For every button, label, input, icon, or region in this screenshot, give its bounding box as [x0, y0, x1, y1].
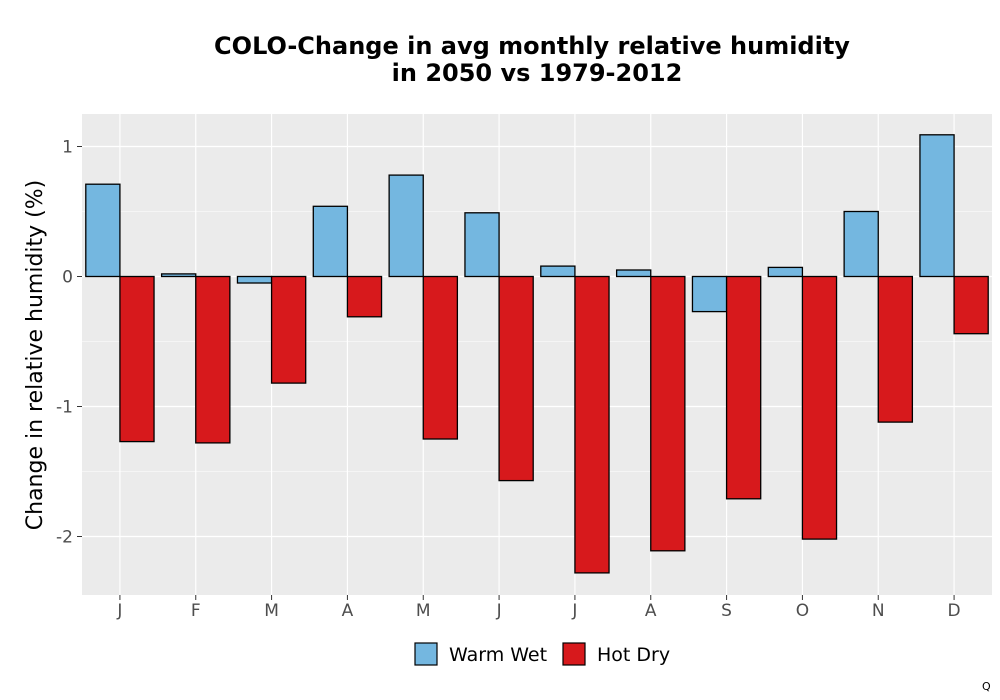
x-tick-label: S [721, 601, 732, 621]
bar-warm-wet [843, 210, 879, 278]
bar-warm-wet [767, 266, 804, 278]
chart-title-line-1: COLO-Change in avg monthly relative humi… [214, 32, 850, 60]
y-tick-label: -1 [56, 398, 73, 418]
bar-hot-dry [195, 275, 231, 444]
x-tick-label: J [116, 601, 122, 621]
y-axis: 1 0 -1 -2 [56, 138, 82, 548]
bar-warm-wet [160, 273, 197, 278]
bar-hot-dry [650, 275, 686, 552]
y-tick-label: 0 [62, 268, 73, 288]
bar-hot-dry [877, 275, 914, 423]
x-tick-label: M [264, 601, 279, 621]
bar-warm-wet [691, 275, 728, 313]
legend-key-warm-wet [414, 642, 438, 666]
x-tick-label: A [645, 601, 657, 621]
x-tick-label: A [342, 601, 354, 621]
legend-label-warm-wet: Warm Wet [449, 644, 547, 666]
bar-warm-wet [540, 265, 576, 278]
bars [85, 134, 989, 574]
y-tick-label: -2 [56, 528, 73, 548]
chart-title-line-2: in 2050 vs 1979-2012 [392, 59, 683, 87]
y-axis-label: Change in relative humidity (%) [23, 180, 48, 530]
bar-hot-dry [270, 275, 307, 384]
x-tick-label: J [571, 601, 577, 621]
x-tick-label: M [416, 601, 431, 621]
bar-hot-dry [498, 275, 534, 482]
bar-warm-wet [615, 269, 652, 278]
bar-hot-dry [801, 275, 838, 540]
corner-mark: Q [982, 680, 991, 693]
bar-warm-wet [919, 134, 955, 278]
y-tick-label: 1 [62, 138, 73, 158]
bar-hot-dry [422, 275, 459, 440]
legend-label-hot-dry: Hot Dry [597, 644, 670, 666]
bar-hot-dry [725, 275, 762, 500]
plot-panel [82, 114, 992, 595]
grid-minor [82, 211, 992, 472]
bar-warm-wet [388, 174, 424, 278]
bar-hot-dry [574, 275, 610, 574]
bar-warm-wet [312, 205, 349, 278]
bar-hot-dry [119, 275, 155, 443]
x-tick-label: J [496, 601, 502, 621]
bar-hot-dry [953, 275, 989, 335]
x-tick-label: N [872, 601, 885, 621]
x-tick-label: D [948, 601, 961, 621]
x-tick-label: F [191, 601, 201, 621]
x-tick-label: O [796, 601, 809, 621]
legend: Warm Wet Hot Dry [414, 642, 670, 666]
bar-hot-dry [346, 275, 383, 318]
bar-warm-wet [236, 275, 273, 284]
bar-warm-wet [85, 183, 121, 278]
bar-warm-wet [464, 212, 500, 278]
legend-key-hot-dry [562, 642, 586, 666]
